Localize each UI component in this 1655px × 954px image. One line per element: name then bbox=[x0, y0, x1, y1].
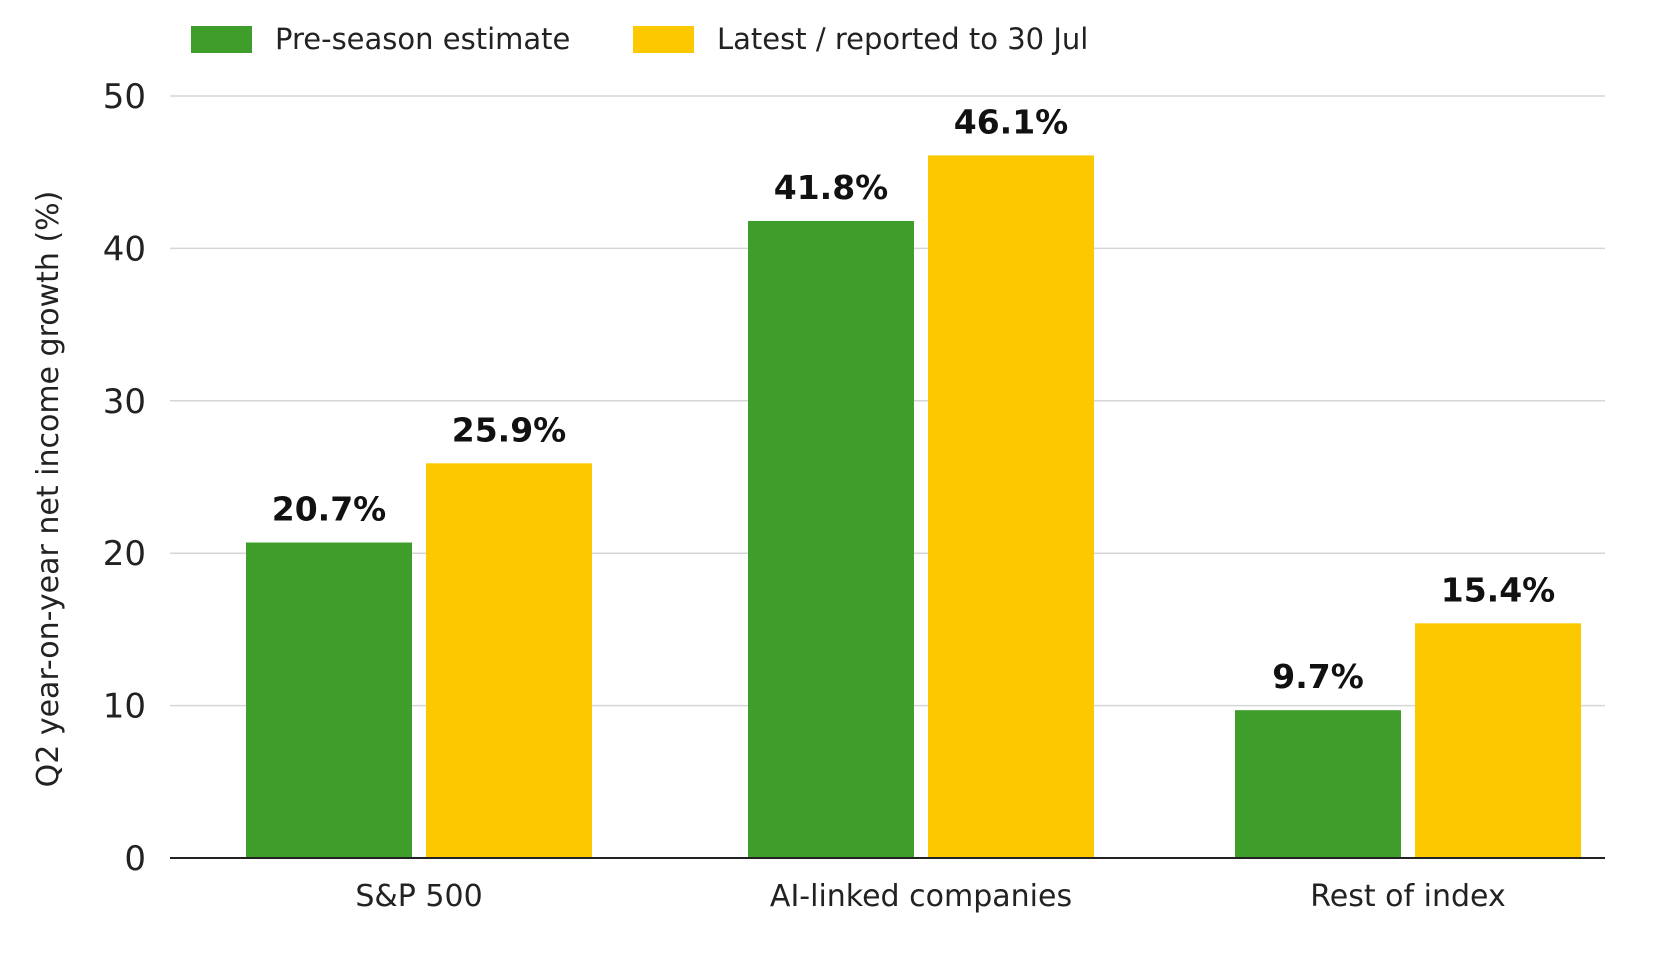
data-labels: 20.7% 25.9% 41.8% 46.1% 9.7% 15.4% bbox=[272, 102, 1556, 696]
bar bbox=[748, 220, 914, 858]
bars bbox=[246, 155, 1581, 858]
bar bbox=[1235, 710, 1401, 858]
bar-value-label: 20.7% bbox=[272, 490, 387, 529]
bar bbox=[928, 155, 1094, 858]
bar-value-label: 9.7% bbox=[1272, 657, 1364, 696]
y-tick-label: 10 bbox=[103, 687, 146, 727]
y-tick-label: 0 bbox=[124, 839, 146, 879]
y-tick-label: 40 bbox=[103, 229, 146, 269]
y-tick-label: 20 bbox=[103, 534, 146, 574]
legend-swatch bbox=[633, 26, 694, 53]
bar-value-label: 25.9% bbox=[452, 410, 567, 449]
y-axis-ticks: 0 10 20 30 40 50 bbox=[103, 77, 146, 879]
y-tick-label: 50 bbox=[103, 77, 146, 117]
legend-label: Latest / reported to 30 Jul bbox=[717, 22, 1088, 56]
y-axis-title: Q2 year-on-year net income growth (%) bbox=[31, 191, 66, 788]
x-category-label: AI-linked companies bbox=[770, 879, 1072, 914]
bar-value-label: 15.4% bbox=[1441, 570, 1556, 609]
bar-value-label: 41.8% bbox=[774, 168, 889, 207]
bar bbox=[426, 463, 592, 858]
y-tick-label: 30 bbox=[103, 382, 146, 422]
legend: Pre-season estimate Latest / reported to … bbox=[191, 22, 1088, 56]
x-axis-categories: S&P 500 AI-linked companies Rest of index bbox=[355, 879, 1505, 914]
legend-swatch bbox=[191, 26, 252, 53]
bar bbox=[246, 542, 412, 858]
legend-label: Pre-season estimate bbox=[275, 22, 570, 56]
bar bbox=[1415, 623, 1581, 858]
bar-value-label: 46.1% bbox=[954, 102, 1069, 141]
x-category-label: S&P 500 bbox=[355, 879, 482, 914]
x-category-label: Rest of index bbox=[1310, 879, 1505, 914]
